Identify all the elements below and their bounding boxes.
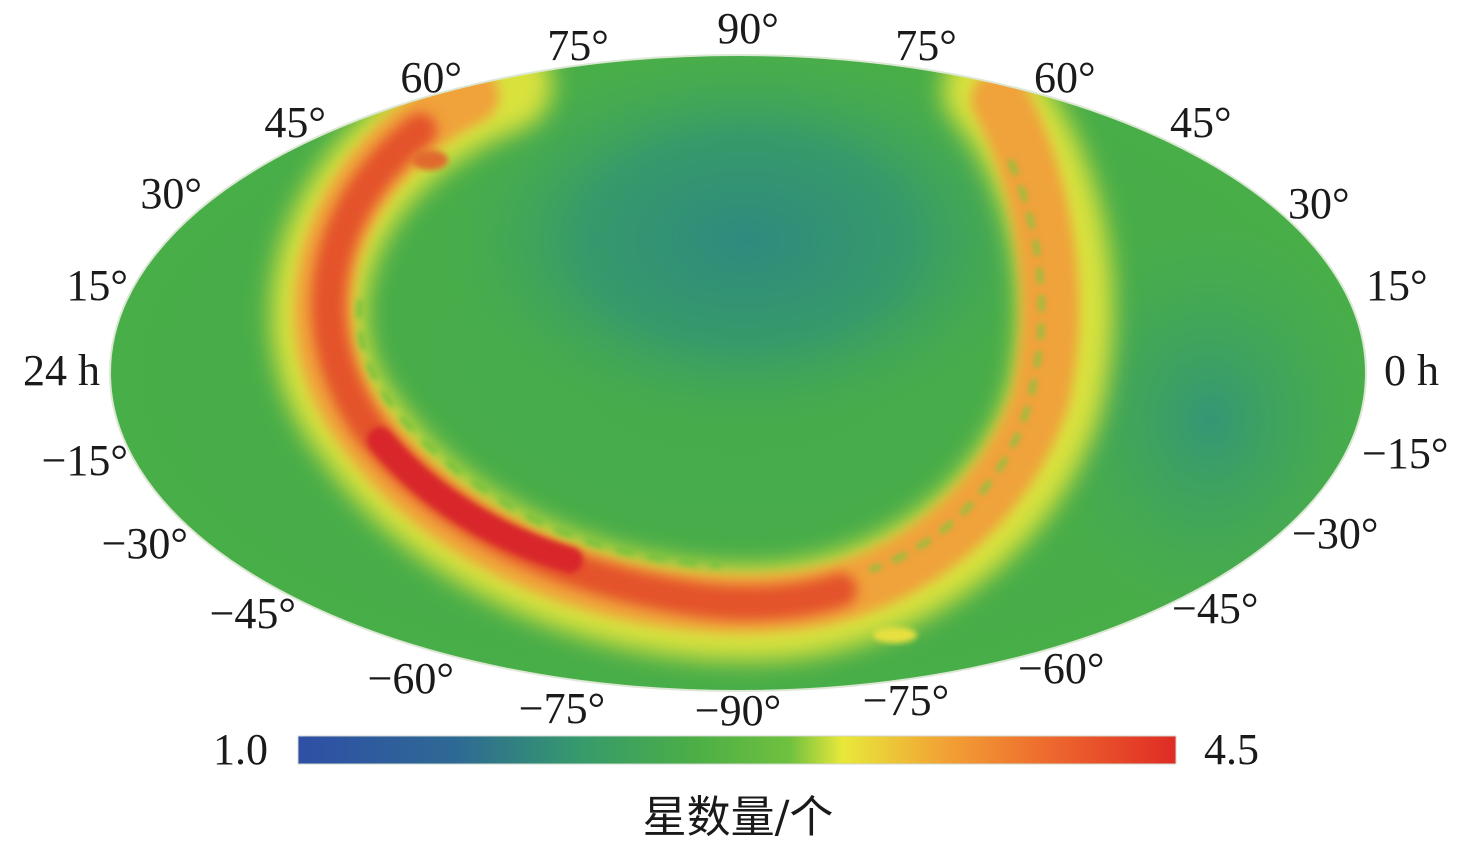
top-lat-label: 90° xyxy=(717,4,779,53)
right-lat-label: 60° xyxy=(1034,53,1096,102)
top-lat-label: 75° xyxy=(547,21,609,70)
right-edge-hour-label: 0 h xyxy=(1384,346,1439,395)
right-lat-label: 45° xyxy=(1170,98,1232,147)
left-lat-label: 30° xyxy=(140,169,202,218)
all-sky-map xyxy=(110,55,1366,691)
small-cluster xyxy=(873,627,917,643)
bottom-lat-label: −75° xyxy=(519,684,605,733)
colorbar-min-label: 1.0 xyxy=(213,725,268,774)
band-right-streak xyxy=(869,158,1045,573)
right-lat-label: −15° xyxy=(1362,429,1448,478)
left-lat-label: 60° xyxy=(400,53,462,102)
galactic-core-peak xyxy=(367,427,583,573)
band-inner-streak xyxy=(356,299,721,568)
left-lat-label: −30° xyxy=(102,519,188,568)
colorbar-gradient xyxy=(297,735,1177,765)
left-edge-hour-label: 24 h xyxy=(23,346,100,395)
left-lat-label: −60° xyxy=(368,654,454,703)
north-polar-cap xyxy=(445,55,1045,430)
right-lat-label: −30° xyxy=(1292,509,1378,558)
colorbar-max-label: 4.5 xyxy=(1204,725,1259,774)
top-lat-label: 75° xyxy=(895,21,957,70)
sky-outline xyxy=(109,54,1367,692)
left-lat-label: 15° xyxy=(66,261,128,310)
right-lat-label: −60° xyxy=(1018,644,1104,693)
left-lat-label: 45° xyxy=(264,98,326,147)
left-lat-label: −45° xyxy=(210,589,296,638)
right-lat-label: −45° xyxy=(1172,584,1258,633)
bottom-lat-label: −90° xyxy=(695,686,781,735)
colorbar: 1.0 4.5 星数量/个 xyxy=(213,725,1259,843)
bottom-lat-label: −75° xyxy=(863,676,949,725)
right-lat-label: 15° xyxy=(1366,261,1428,310)
colorbar-title: 星数量/个 xyxy=(643,792,834,843)
coordinate-labels: 60°45°30°15°−15°−30°−45°−60°60°45°30°15°… xyxy=(23,4,1448,735)
small-cluster-2 xyxy=(412,150,448,170)
right-lat-label: 30° xyxy=(1288,179,1350,228)
left-lat-label: −15° xyxy=(42,436,128,485)
